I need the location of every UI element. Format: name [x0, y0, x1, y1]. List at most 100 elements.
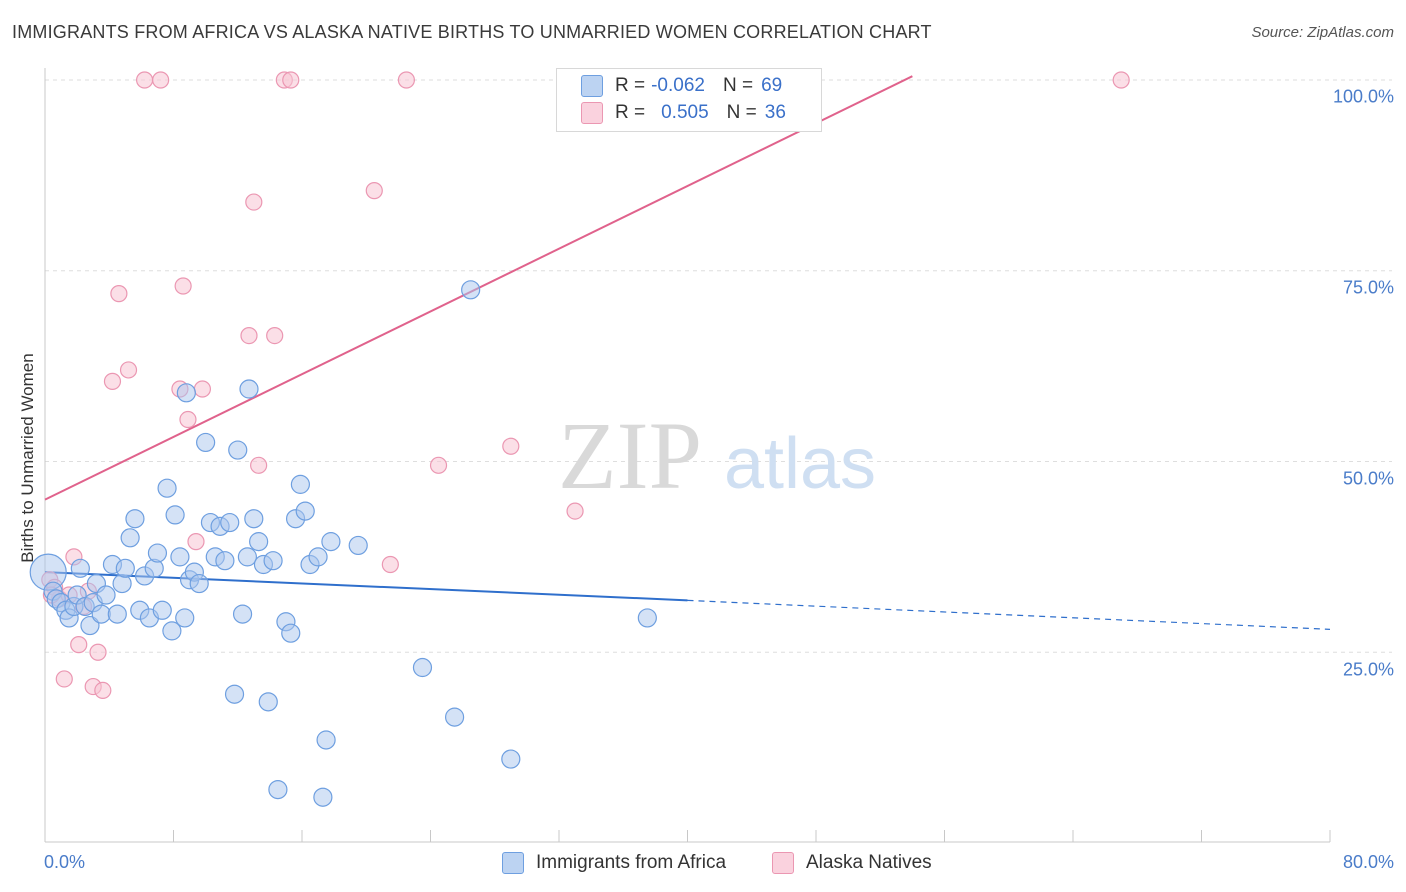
legend-n-value-africa: 69: [761, 75, 783, 96]
data-point-africa: [268, 779, 288, 800]
data-point-alaska: [566, 502, 584, 520]
data-point-alaska: [89, 643, 107, 661]
data-point-africa: [308, 547, 328, 567]
y-tick-label-25: 25.0%: [1342, 659, 1394, 680]
data-point-alaska: [365, 182, 383, 200]
data-point-alaska: [55, 670, 73, 688]
source-note: Source: ZipAtlas.com: [1251, 24, 1394, 41]
trend-line-africa-extension: [687, 599, 1331, 630]
data-point-alaska: [174, 277, 192, 295]
data-point-africa: [224, 684, 245, 704]
data-point-africa: [313, 787, 333, 807]
legend-item-africa: Immigrants from Africa: [502, 852, 726, 874]
data-point-alaska: [245, 193, 263, 211]
y-tick-label-50: 50.0%: [1342, 468, 1394, 489]
data-point-africa: [232, 604, 253, 624]
legend-swatch-alaska: [581, 102, 603, 124]
data-point-alaska: [70, 636, 88, 654]
data-point-africa: [215, 551, 235, 571]
data-point-africa: [125, 509, 145, 529]
legend-r-value-africa: -0.062: [651, 75, 705, 96]
data-point-africa: [176, 383, 196, 403]
data-point-africa: [165, 505, 185, 525]
data-point-africa: [162, 621, 182, 641]
x-tick-label-min: 0.0%: [44, 852, 86, 872]
legend-n-value-alaska: 36: [764, 102, 786, 123]
data-point-africa: [444, 707, 465, 727]
legend-label-africa: Immigrants from Africa: [536, 852, 727, 873]
data-point-africa: [501, 749, 521, 769]
data-point-africa: [295, 501, 315, 521]
data-point-alaska: [429, 456, 448, 474]
data-point-africa: [170, 547, 190, 567]
data-point-africa: [107, 604, 127, 624]
data-point-africa: [281, 623, 301, 643]
series-legend: Immigrants from Africa Alaska Natives: [0, 852, 1406, 878]
data-point-africa: [237, 547, 257, 567]
legend-swatch-africa: [581, 75, 603, 97]
data-point-alaska: [250, 456, 268, 474]
data-point-alaska: [135, 71, 154, 89]
data-point-africa: [96, 585, 116, 605]
data-point-africa: [189, 573, 209, 594]
legend-label-alaska: Alaska Natives: [806, 852, 932, 873]
data-point-africa: [348, 535, 368, 556]
legend-row-alaska: R = 0.505 N = 36: [581, 100, 786, 126]
data-point-africa: [316, 730, 336, 750]
data-point-africa: [147, 543, 168, 563]
legend-r-label: R =: [615, 75, 646, 96]
y-tick-label-100: 100.0%: [1332, 86, 1394, 107]
chart-title: IMMIGRANTS FROM AFRICA VS ALASKA NATIVE …: [12, 22, 932, 42]
data-point-africa: [80, 615, 100, 636]
x-tick-label-max: 80.0%: [1342, 852, 1394, 872]
data-point-alaska: [119, 361, 138, 379]
data-point-alaska: [282, 71, 300, 89]
data-point-africa: [263, 551, 283, 571]
data-point-africa: [637, 608, 657, 628]
data-point-alaska: [187, 533, 205, 551]
legend-swatch-alaska: [772, 852, 794, 874]
data-point-alaska: [1112, 71, 1130, 89]
data-point-africa: [258, 692, 278, 712]
data-point-africa: [157, 478, 177, 498]
y-tick-label-75: 75.0%: [1342, 277, 1394, 298]
data-point-alaska: [193, 380, 212, 398]
data-point-alaska: [152, 71, 170, 89]
correlation-legend: R = -0.062 N = 69 R = 0.505 N = 36: [556, 68, 822, 132]
data-point-africa: [321, 532, 341, 552]
data-point-africa: [249, 532, 269, 552]
legend-swatch-africa: [502, 852, 524, 874]
data-point-africa: [120, 528, 140, 548]
data-point-africa: [70, 558, 90, 578]
legend-r-label: R =: [615, 102, 646, 123]
data-point-africa: [244, 509, 264, 529]
data-point-africa: [412, 657, 433, 678]
data-point-africa: [175, 608, 195, 628]
data-point-africa: [290, 474, 310, 494]
data-point-alaska: [103, 372, 122, 390]
data-point-alaska: [397, 71, 416, 89]
axes: [44, 68, 1331, 843]
watermark-atlas: atlas: [724, 424, 876, 504]
data-point-africa: [461, 280, 481, 300]
data-point-alaska: [179, 410, 197, 429]
data-point-alaska: [240, 327, 258, 345]
data-point-africa: [239, 379, 259, 399]
legend-n-label: N =: [722, 75, 754, 96]
data-point-alaska: [502, 437, 520, 455]
data-point-africa: [152, 600, 172, 620]
data-point-alaska: [94, 681, 112, 700]
data-point-africa: [220, 512, 240, 533]
data-point-africa: [115, 558, 135, 578]
data-point-africa: [91, 604, 111, 624]
data-points: [29, 71, 1130, 807]
data-point-alaska: [381, 555, 399, 574]
legend-n-label: N =: [726, 102, 757, 123]
data-point-alaska: [110, 285, 128, 303]
data-point-alaska: [266, 327, 284, 345]
y-axis-label: Births to Unmarried Women: [18, 353, 37, 563]
watermark: ZIP atlas: [558, 402, 876, 509]
legend-row-africa: R = -0.062 N = 69: [581, 73, 782, 99]
data-point-africa: [228, 440, 248, 460]
